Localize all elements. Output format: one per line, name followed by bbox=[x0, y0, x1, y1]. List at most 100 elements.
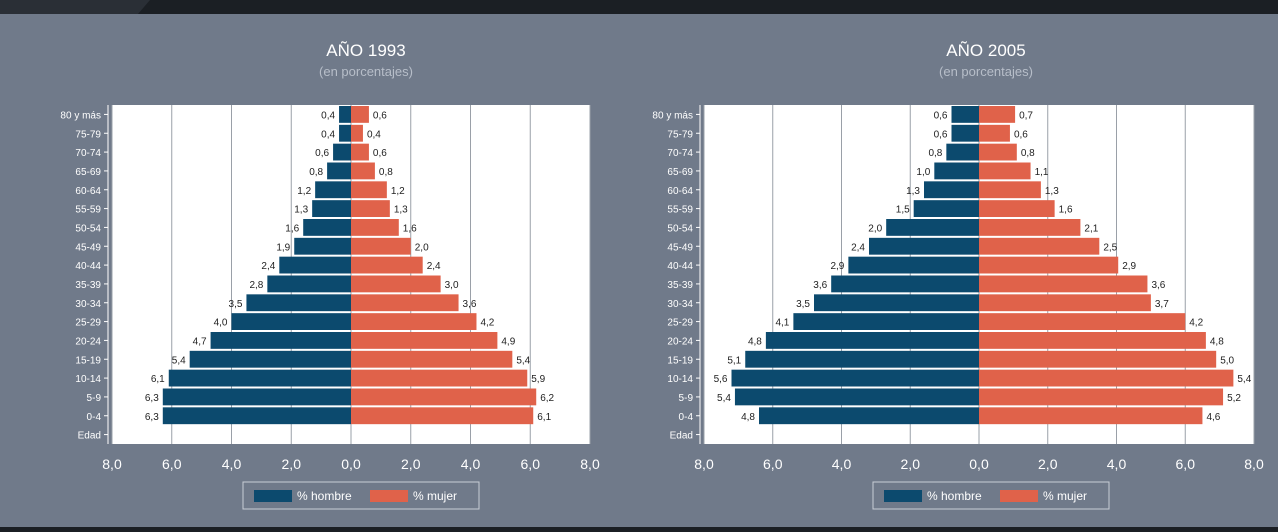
female-value-label-1: 3,6 bbox=[463, 299, 477, 310]
x-tick-label-2: 4,0 bbox=[1107, 456, 1127, 472]
female-bar-1 bbox=[351, 388, 537, 406]
male-bar-1 bbox=[162, 388, 351, 406]
female-value-label-1: 2,4 bbox=[427, 261, 441, 272]
pyramid-charts: AÑO 1993 (en porcentajes) 80 y más 75-79 70-… bbox=[60, 41, 1264, 510]
female-bar-1 bbox=[351, 313, 477, 330]
female-value-label-1: 1,3 bbox=[394, 205, 408, 216]
male-value-label-2: 3,6 bbox=[813, 280, 827, 291]
female-value-label-2: 4,2 bbox=[1189, 318, 1203, 329]
age-label-1: 35-39 bbox=[75, 280, 101, 291]
female-bar-2 bbox=[979, 200, 1055, 217]
male-bar-2 bbox=[731, 369, 979, 387]
male-bar-2 bbox=[831, 275, 979, 293]
x-tick-label-1: 4,0 bbox=[461, 456, 481, 472]
male-value-label-2: 1,5 bbox=[896, 205, 910, 216]
male-value-label-2: 0,6 bbox=[934, 110, 948, 121]
male-bar-1 bbox=[315, 181, 351, 199]
female-bar-2 bbox=[979, 369, 1234, 387]
male-bar-2 bbox=[793, 313, 979, 330]
legend-swatch-male-1 bbox=[254, 490, 292, 502]
x-tick-label-1: 6,0 bbox=[521, 456, 541, 472]
x-tick-label-2: 6,0 bbox=[763, 456, 783, 472]
age-label-2: 80 y más bbox=[652, 110, 693, 121]
x-tick-label-2: 8,0 bbox=[1244, 456, 1264, 472]
female-bar-2 bbox=[979, 143, 1017, 161]
female-value-label-2: 3,7 bbox=[1155, 299, 1169, 310]
female-value-label-2: 4,8 bbox=[1210, 336, 1224, 347]
y-axis-title-1: Edad bbox=[78, 431, 101, 442]
male-value-label-1: 0,4 bbox=[321, 110, 335, 121]
male-bar-2 bbox=[734, 388, 979, 406]
chart-panel: AÑO 1993 (en porcentajes) 80 y más 75-79 70-… bbox=[0, 14, 1278, 527]
female-bar-2 bbox=[979, 350, 1217, 368]
male-bar-2 bbox=[946, 143, 979, 161]
female-bar-1 bbox=[351, 350, 513, 368]
female-bar-1 bbox=[351, 332, 498, 349]
age-label-1: 10-14 bbox=[75, 374, 101, 385]
x-tick-label-1: 2,0 bbox=[401, 456, 421, 472]
age-label-2: 25-29 bbox=[667, 318, 693, 329]
chart-title-1: AÑO 1993 bbox=[326, 41, 405, 60]
male-value-label-2: 2,4 bbox=[851, 242, 865, 253]
male-value-label-1: 1,2 bbox=[297, 186, 311, 197]
male-bar-2 bbox=[924, 181, 979, 199]
chart-title-2: AÑO 2005 bbox=[946, 41, 1025, 60]
age-label-2: 45-49 bbox=[667, 242, 693, 253]
age-label-2: 65-69 bbox=[667, 167, 693, 178]
age-label-1: 25-29 bbox=[75, 318, 101, 329]
female-value-label-1: 6,2 bbox=[540, 393, 554, 404]
female-bar-1 bbox=[351, 369, 528, 387]
age-label-1: 75-79 bbox=[75, 129, 101, 140]
male-value-label-2: 4,1 bbox=[775, 318, 789, 329]
age-label-2: 0-4 bbox=[679, 412, 694, 423]
male-bar-1 bbox=[327, 162, 351, 180]
male-value-label-2: 4,8 bbox=[741, 412, 755, 423]
male-value-label-2: 3,5 bbox=[796, 299, 810, 310]
female-value-label-2: 0,7 bbox=[1019, 110, 1033, 121]
legend-label-female-1: % mujer bbox=[413, 489, 457, 503]
male-bar-2 bbox=[765, 332, 979, 349]
legend-label-female-2: % mujer bbox=[1043, 489, 1087, 503]
female-bar-1 bbox=[351, 143, 369, 161]
female-value-label-1: 0,6 bbox=[373, 148, 387, 159]
female-bar-2 bbox=[979, 294, 1151, 312]
female-bar-1 bbox=[351, 162, 375, 180]
male-value-label-1: 6,3 bbox=[145, 393, 159, 404]
legend-box-1 bbox=[242, 481, 480, 510]
male-value-label-1: 0,4 bbox=[321, 129, 335, 140]
male-bar-1 bbox=[231, 313, 351, 330]
male-bar-1 bbox=[339, 106, 351, 123]
age-label-1: 20-24 bbox=[75, 336, 101, 347]
male-value-label-1: 4,7 bbox=[193, 336, 207, 347]
age-label-2: 5-9 bbox=[679, 393, 694, 404]
male-value-label-1: 1,6 bbox=[285, 223, 299, 234]
male-value-label-2: 0,8 bbox=[928, 148, 942, 159]
male-value-label-2: 5,1 bbox=[727, 355, 741, 366]
male-value-label-2: 1,0 bbox=[916, 167, 930, 178]
male-value-label-1: 6,3 bbox=[145, 412, 159, 423]
female-value-label-2: 2,1 bbox=[1084, 223, 1098, 234]
male-bar-1 bbox=[294, 237, 351, 255]
female-bar-1 bbox=[351, 275, 441, 293]
male-value-label-1: 0,6 bbox=[315, 148, 329, 159]
male-bar-2 bbox=[951, 124, 979, 142]
x-tick-label-2: 2,0 bbox=[1038, 456, 1058, 472]
male-bar-2 bbox=[869, 237, 979, 255]
female-value-label-2: 0,6 bbox=[1014, 129, 1028, 140]
x-tick-label-1: 6,0 bbox=[162, 456, 182, 472]
age-label-1: 0-4 bbox=[87, 412, 102, 423]
legend-label-male-1: % hombre bbox=[297, 489, 352, 503]
female-bar-1 bbox=[351, 200, 390, 217]
x-tick-label-1: 2,0 bbox=[282, 456, 302, 472]
age-label-2: 40-44 bbox=[667, 261, 693, 272]
female-bar-2 bbox=[979, 407, 1203, 425]
male-bar-1 bbox=[333, 143, 351, 161]
age-label-2: 15-19 bbox=[667, 355, 693, 366]
female-value-label-1: 1,6 bbox=[403, 223, 417, 234]
age-label-1: 50-54 bbox=[75, 223, 101, 234]
female-bar-2 bbox=[979, 181, 1041, 199]
male-bar-2 bbox=[886, 219, 979, 236]
age-label-1: 40-44 bbox=[75, 261, 101, 272]
male-bar-1 bbox=[210, 332, 351, 349]
male-bar-1 bbox=[267, 275, 351, 293]
